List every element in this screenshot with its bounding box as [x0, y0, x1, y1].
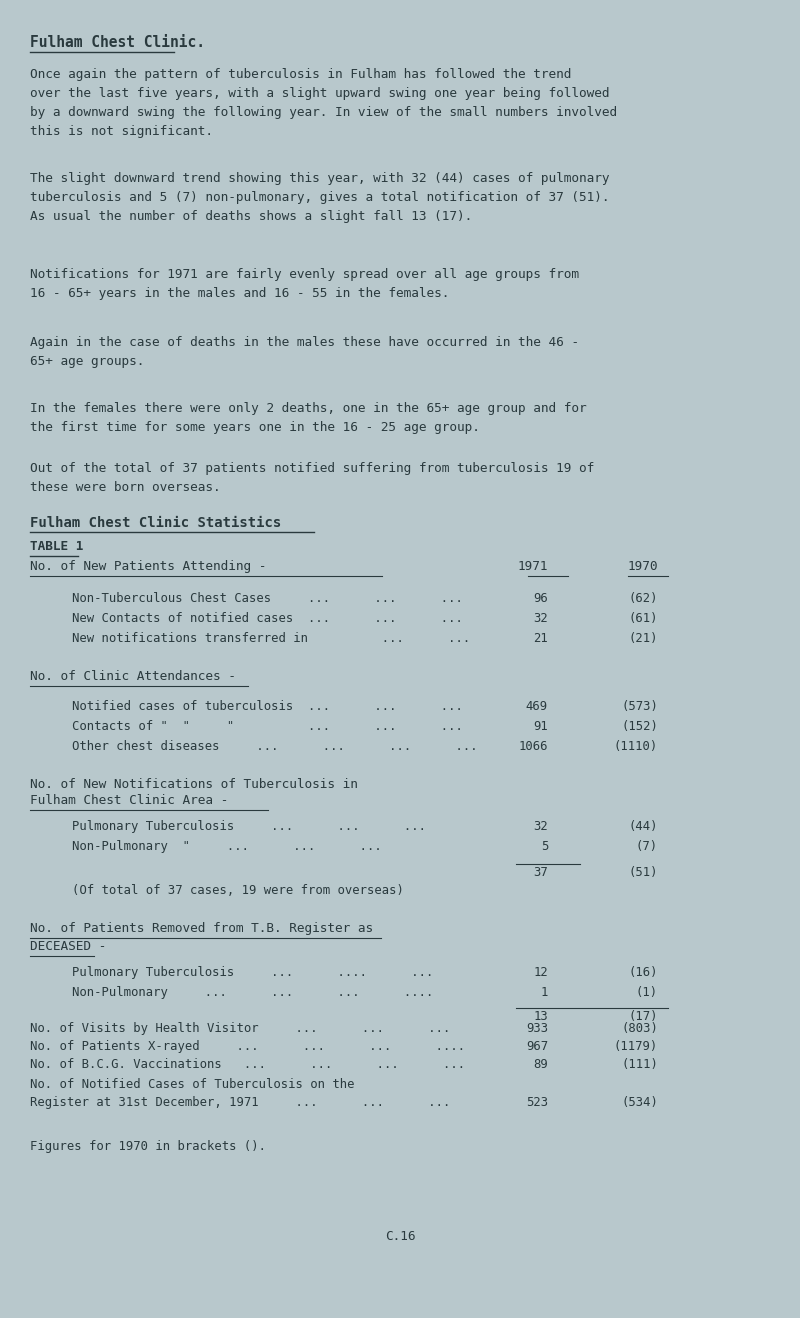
Text: No. of Patients X-rayed     ...      ...      ...      ....: No. of Patients X-rayed ... ... ... ....: [30, 1040, 465, 1053]
Text: (1179): (1179): [614, 1040, 658, 1053]
Text: (1110): (1110): [614, 739, 658, 753]
Text: In the females there were only 2 deaths, one in the 65+ age group and for
the fi: In the females there were only 2 deaths,…: [30, 402, 586, 434]
Text: No. of New Notifications of Tuberculosis in: No. of New Notifications of Tuberculosis…: [30, 778, 358, 791]
Text: No. of Patients Removed from T.B. Register as: No. of Patients Removed from T.B. Regist…: [30, 923, 373, 934]
Text: Again in the case of deaths in the males these have occurred in the 46 -
65+ age: Again in the case of deaths in the males…: [30, 336, 579, 368]
Text: (62): (62): [629, 592, 658, 605]
Text: 21: 21: [534, 633, 548, 645]
Text: DECEASED -: DECEASED -: [30, 940, 106, 953]
Text: 13: 13: [534, 1010, 548, 1023]
Text: Fulham Chest Clinic Statistics: Fulham Chest Clinic Statistics: [30, 517, 282, 530]
Text: (44): (44): [629, 820, 658, 833]
Text: (111): (111): [621, 1058, 658, 1072]
Text: No. of B.C.G. Vaccinations   ...      ...      ...      ...: No. of B.C.G. Vaccinations ... ... ... .…: [30, 1058, 465, 1072]
Text: Non-Pulmonary     ...      ...      ...      ....: Non-Pulmonary ... ... ... ....: [72, 986, 434, 999]
Text: New notifications transferred in          ...      ...: New notifications transferred in ... ...: [72, 633, 470, 645]
Text: Contacts of "  "     "          ...      ...      ...: Contacts of " " " ... ... ...: [72, 720, 463, 733]
Text: (Of total of 37 cases, 19 were from overseas): (Of total of 37 cases, 19 were from over…: [72, 884, 404, 898]
Text: 32: 32: [534, 820, 548, 833]
Text: 1971: 1971: [518, 560, 548, 573]
Text: (152): (152): [621, 720, 658, 733]
Text: (573): (573): [621, 700, 658, 713]
Text: No. of Notified Cases of Tuberculosis on the: No. of Notified Cases of Tuberculosis on…: [30, 1078, 354, 1091]
Text: No. of Clinic Attendances -: No. of Clinic Attendances -: [30, 670, 236, 683]
Text: Fulham Chest Clinic.: Fulham Chest Clinic.: [30, 36, 205, 50]
Text: Register at 31st December, 1971     ...      ...      ...: Register at 31st December, 1971 ... ... …: [30, 1097, 450, 1108]
Text: 523: 523: [526, 1097, 548, 1108]
Text: (16): (16): [629, 966, 658, 979]
Text: 933: 933: [526, 1021, 548, 1035]
Text: C.16: C.16: [385, 1230, 415, 1243]
Text: (7): (7): [636, 840, 658, 853]
Text: 37: 37: [534, 866, 548, 879]
Text: (17): (17): [629, 1010, 658, 1023]
Text: The slight downward trend showing this year, with 32 (44) cases of pulmonary
tub: The slight downward trend showing this y…: [30, 173, 610, 223]
Text: (803): (803): [621, 1021, 658, 1035]
Text: Notified cases of tuberculosis  ...      ...      ...: Notified cases of tuberculosis ... ... .…: [72, 700, 463, 713]
Text: Non-Pulmonary  "     ...      ...      ...: Non-Pulmonary " ... ... ...: [72, 840, 382, 853]
Text: 91: 91: [534, 720, 548, 733]
Text: 1: 1: [541, 986, 548, 999]
Text: TABLE 1: TABLE 1: [30, 540, 83, 554]
Text: (1): (1): [636, 986, 658, 999]
Text: (534): (534): [621, 1097, 658, 1108]
Text: Fulham Chest Clinic Area -: Fulham Chest Clinic Area -: [30, 793, 228, 807]
Text: 1066: 1066: [518, 739, 548, 753]
Text: 96: 96: [534, 592, 548, 605]
Text: 469: 469: [526, 700, 548, 713]
Text: Pulmonary Tuberculosis     ...      ....      ...: Pulmonary Tuberculosis ... .... ...: [72, 966, 434, 979]
Text: (21): (21): [629, 633, 658, 645]
Text: 5: 5: [541, 840, 548, 853]
Text: No. of New Patients Attending -: No. of New Patients Attending -: [30, 560, 266, 573]
Text: Once again the pattern of tuberculosis in Fulham has followed the trend
over the: Once again the pattern of tuberculosis i…: [30, 69, 617, 138]
Text: 89: 89: [534, 1058, 548, 1072]
Text: New Contacts of notified cases  ...      ...      ...: New Contacts of notified cases ... ... .…: [72, 612, 463, 625]
Text: 12: 12: [534, 966, 548, 979]
Text: 967: 967: [526, 1040, 548, 1053]
Text: Pulmonary Tuberculosis     ...      ...      ...: Pulmonary Tuberculosis ... ... ...: [72, 820, 426, 833]
Text: Notifications for 1971 are fairly evenly spread over all age groups from
16 - 65: Notifications for 1971 are fairly evenly…: [30, 268, 579, 301]
Text: 1970: 1970: [627, 560, 658, 573]
Text: Figures for 1970 in brackets ().: Figures for 1970 in brackets ().: [30, 1140, 266, 1153]
Text: (51): (51): [629, 866, 658, 879]
Text: Non-Tuberculous Chest Cases     ...      ...      ...: Non-Tuberculous Chest Cases ... ... ...: [72, 592, 463, 605]
Text: No. of Visits by Health Visitor     ...      ...      ...: No. of Visits by Health Visitor ... ... …: [30, 1021, 450, 1035]
Text: Other chest diseases     ...      ...      ...      ...: Other chest diseases ... ... ... ...: [72, 739, 478, 753]
Text: 32: 32: [534, 612, 548, 625]
Text: Out of the total of 37 patients notified suffering from tuberculosis 19 of
these: Out of the total of 37 patients notified…: [30, 463, 594, 494]
Text: (61): (61): [629, 612, 658, 625]
